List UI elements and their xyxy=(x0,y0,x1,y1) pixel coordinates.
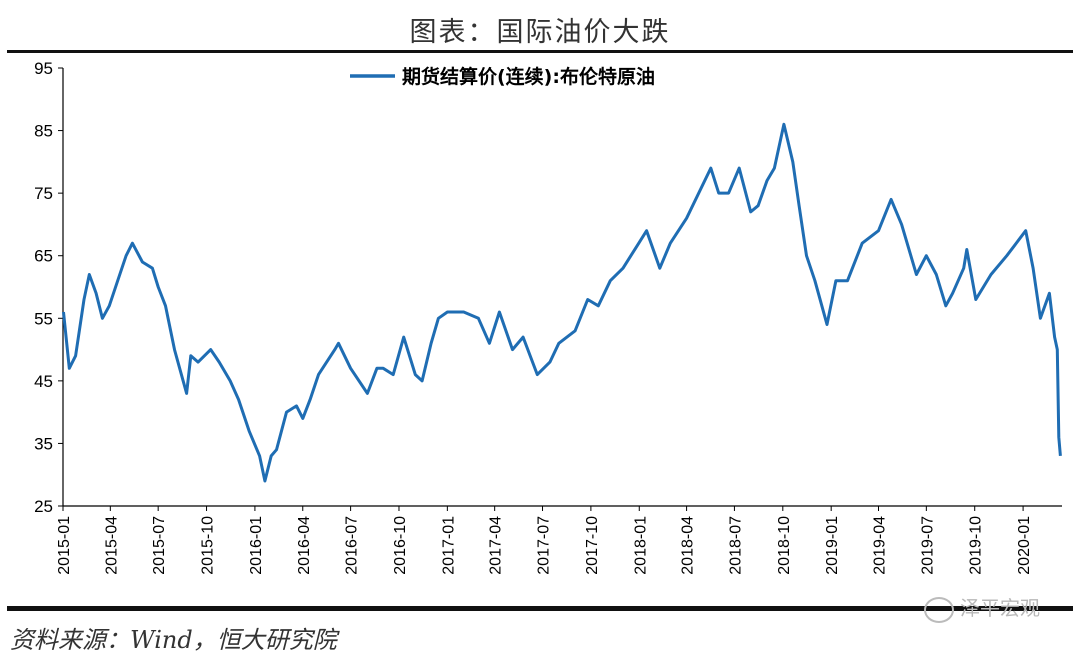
price-chart: 25 35 45 55 65 75 85 95 2015-01 2015-04 2015-07 201… xyxy=(34,59,1062,575)
x-tick-label: 2015-07 xyxy=(151,516,168,575)
y-tick-label: 35 xyxy=(34,434,53,453)
y-tick-label: 75 xyxy=(34,184,53,203)
series-line-brent xyxy=(62,122,1062,483)
x-tick-label: 2016-01 xyxy=(248,516,265,575)
x-tick-label: 2016-04 xyxy=(296,516,313,575)
chart-legend: 期货结算价(连续):布伦特原油 xyxy=(350,65,655,88)
x-tick-label: 2019-10 xyxy=(968,516,985,575)
chart-series xyxy=(62,122,1062,483)
watermark-text: 泽平宏观 xyxy=(960,596,1040,620)
y-tick-label: 65 xyxy=(34,247,53,266)
chart-title: 图表：国际油价大跌 xyxy=(409,17,671,48)
y-tick-label: 55 xyxy=(34,309,53,328)
legend-label: 期货结算价(连续):布伦特原油 xyxy=(402,65,655,88)
source-note: 资料来源：Wind，恒大研究院 xyxy=(10,626,337,654)
y-tick-label: 85 xyxy=(34,122,53,141)
x-tick-label: 2018-01 xyxy=(632,516,649,575)
x-tick-label: 2019-07 xyxy=(919,516,936,575)
chart-axes: 25 35 45 55 65 75 85 95 2015-01 2015-04 2015-07 201… xyxy=(34,59,1062,575)
x-tick-label: 2019-01 xyxy=(824,516,841,575)
bottom-rule xyxy=(7,606,1073,611)
x-tick-label: 2017-10 xyxy=(584,516,601,575)
x-tick-label: 2018-10 xyxy=(776,516,793,575)
wechat-icon xyxy=(924,596,954,623)
x-tick-label: 2018-04 xyxy=(680,516,697,575)
x-tick-label: 2016-07 xyxy=(344,516,361,575)
y-tick-label: 45 xyxy=(34,372,53,391)
x-tick-label: 2015-10 xyxy=(200,516,217,575)
x-tick-label: 2017-07 xyxy=(536,516,553,575)
x-tick-label: 2020-01 xyxy=(1016,516,1033,575)
x-tick-label: 2016-10 xyxy=(392,516,409,575)
x-tick-label: 2019-04 xyxy=(871,516,888,575)
y-tick-label: 25 xyxy=(34,497,53,516)
x-tick-label: 2015-04 xyxy=(103,516,120,575)
x-tick-label: 2017-01 xyxy=(440,516,457,575)
watermark: 泽平宏观 xyxy=(924,592,1040,623)
x-tick-label: 2017-04 xyxy=(488,516,505,575)
y-tick-label: 95 xyxy=(34,59,53,78)
top-rule xyxy=(7,50,1073,53)
x-tick-label: 2015-01 xyxy=(56,516,73,575)
x-tick-label: 2018-07 xyxy=(727,516,744,575)
